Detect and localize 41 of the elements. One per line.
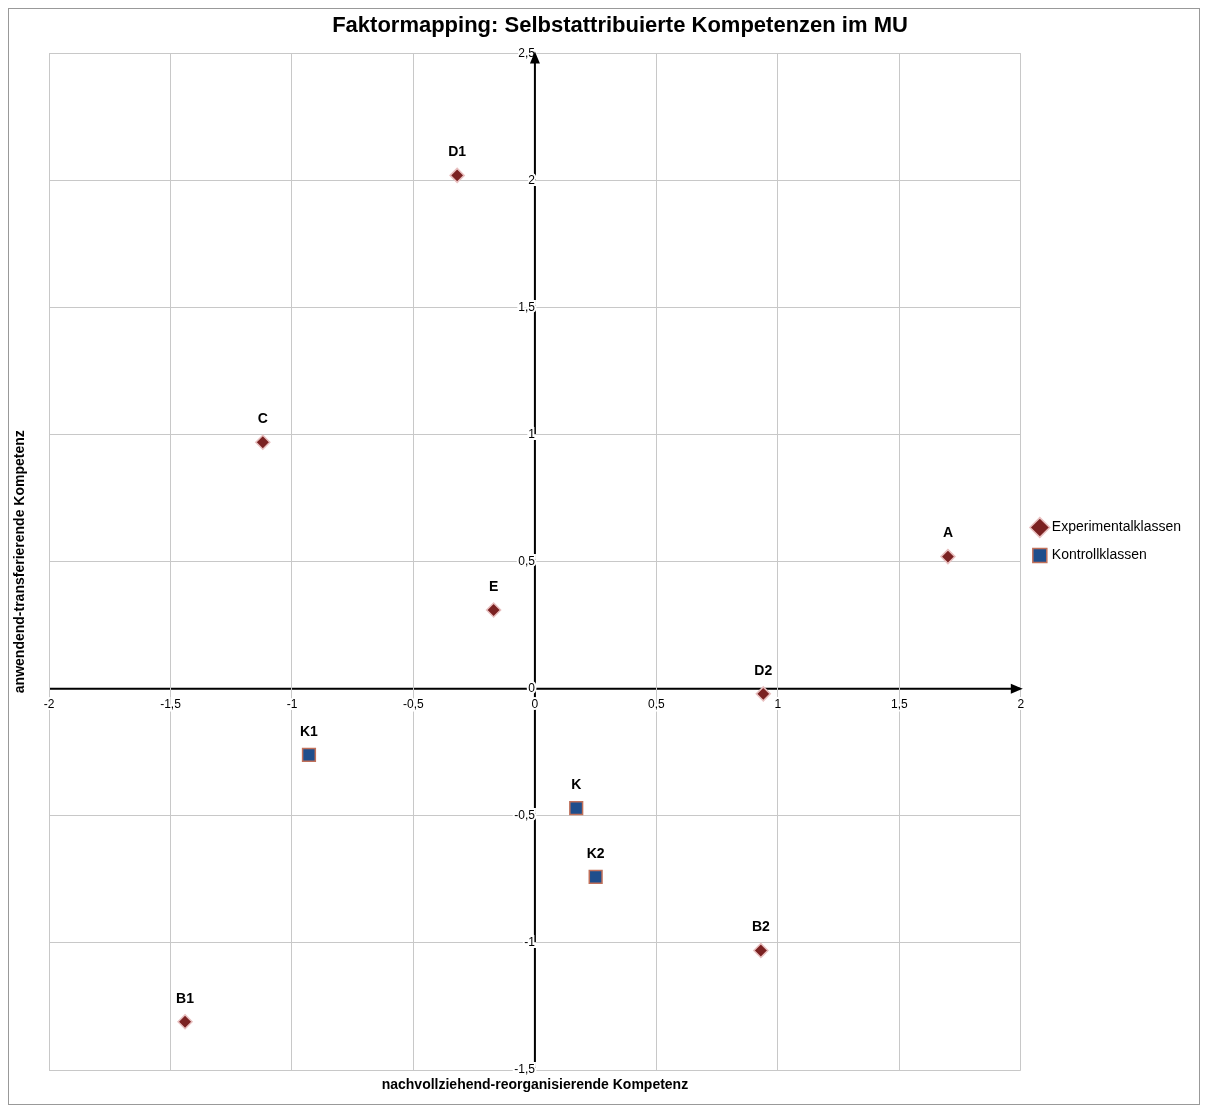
x-tick-label: -1 (286, 697, 298, 712)
x-tick-label: 2 (1017, 697, 1025, 712)
y-tick-label: -0,5 (514, 808, 536, 823)
x-tick-label: -0,5 (403, 697, 425, 712)
annotation: K1 (300, 722, 319, 739)
x-tick-label: 1 (774, 697, 782, 712)
point (485, 602, 502, 618)
point (569, 801, 584, 816)
x-tick-label: -2 (43, 697, 55, 712)
y-tick-label: -1,5 (514, 1062, 536, 1077)
y-tick-label: 2 (528, 172, 536, 187)
x-tick-label: 0,5 (648, 697, 666, 712)
legend-label: Kontrollklassen (1051, 546, 1147, 563)
annotation: A (942, 524, 953, 541)
annotation: D1 (448, 143, 467, 160)
x-tick-label: 1,5 (891, 697, 909, 712)
point (588, 869, 603, 884)
y-tick-label: 1 (528, 426, 536, 441)
annotation: E (488, 577, 499, 594)
annotation: D2 (754, 661, 773, 678)
legend-label: Experimentalklassen (1051, 518, 1181, 535)
y-tick-label: -1 (524, 935, 536, 950)
y-tick-label: 1,5 (518, 299, 536, 314)
point (301, 747, 317, 762)
annotation: K2 (586, 844, 605, 861)
x-tick-label: -1,5 (160, 697, 182, 712)
point (755, 686, 772, 702)
y-tick-label: 0,5 (518, 554, 536, 569)
point (255, 434, 271, 450)
annotation: B1 (176, 989, 195, 1006)
y-tick-label: 2,5 (518, 45, 536, 60)
annotation: C (257, 410, 268, 427)
y-axis-title: anwendend-transferierende Kompetenz (10, 430, 27, 694)
point (449, 167, 465, 184)
point (753, 942, 769, 959)
point (177, 1013, 193, 1030)
chart-title: Faktormapping: Selbstattribuierte Kompetenzen im MU (332, 12, 908, 38)
annotation: K (571, 776, 582, 793)
x-axis-title: nachvollziehend-reorganisierende Kompetenz (381, 1075, 689, 1092)
annotation: B2 (751, 918, 771, 935)
point (940, 548, 956, 565)
